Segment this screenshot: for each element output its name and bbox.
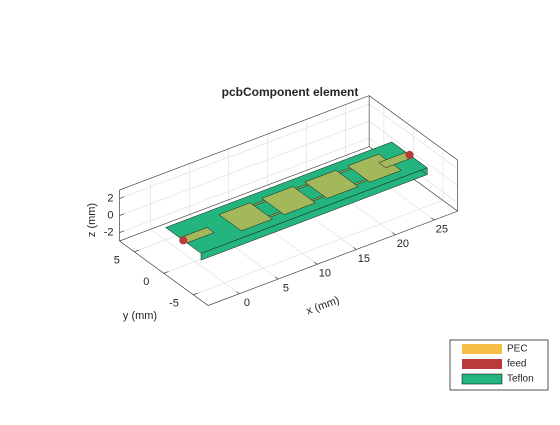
copper <box>295 183 310 190</box>
grid-line <box>119 103 370 199</box>
x-tick-label: 25 <box>436 223 448 235</box>
x-tick-label: 0 <box>244 297 250 309</box>
axis-edge <box>207 210 458 306</box>
axes-labels: 0 5 10 15 20 25 -5 0 5 -2 0 2 <box>104 192 448 309</box>
x-tick-label: 5 <box>283 282 289 294</box>
x-tick <box>431 217 435 221</box>
copper <box>378 152 414 169</box>
x-tick <box>353 247 357 250</box>
x-tick <box>314 261 318 265</box>
pcb-board <box>165 141 428 261</box>
x-tick <box>392 232 396 235</box>
legend-label: feed <box>507 359 526 370</box>
copper <box>267 211 283 218</box>
z-axis-label: z (mm) <box>86 203 98 237</box>
grid-line <box>193 200 444 296</box>
copper <box>353 178 368 185</box>
y-axis-label: y (mm) <box>123 310 157 322</box>
x-tick <box>275 276 279 280</box>
legend-label: PEC <box>507 344 528 355</box>
y-tick <box>193 292 199 296</box>
copper <box>338 167 353 174</box>
x-tick-label: 10 <box>319 268 331 280</box>
axis-edge <box>119 95 370 191</box>
grid-line <box>119 120 370 216</box>
axis-edge <box>119 146 370 242</box>
y-tick <box>134 249 140 253</box>
grid-line <box>119 137 370 233</box>
chart-title: pcbComponent element <box>222 85 359 99</box>
grid-line <box>368 103 458 169</box>
y-tick-label: 5 <box>114 254 120 266</box>
legend-swatch <box>462 359 502 369</box>
legend: PEC feed Teflon <box>461 344 534 385</box>
legend-swatch <box>462 344 502 354</box>
copper <box>252 199 267 207</box>
x-tick-label: 15 <box>358 253 370 265</box>
legend-swatch <box>461 373 503 385</box>
x-tick <box>236 291 240 294</box>
x-tick-label: 20 <box>397 238 409 250</box>
copper <box>218 202 274 232</box>
copper <box>261 186 316 215</box>
y-tick <box>163 271 169 274</box>
z-tick <box>119 196 125 199</box>
z-tick-label: -2 <box>104 226 114 238</box>
legend-label: Teflon <box>507 374 534 385</box>
copper <box>304 170 359 199</box>
copper <box>310 195 325 202</box>
feed-point <box>405 150 414 159</box>
grid-line <box>368 120 458 186</box>
axis-edge <box>368 95 458 161</box>
feed-point <box>179 236 188 245</box>
z-tick-label: 2 <box>107 192 113 204</box>
z-tick <box>119 230 125 233</box>
y-tick-label: 0 <box>143 276 149 288</box>
z-tick-label: 0 <box>107 209 113 221</box>
z-tick <box>119 213 125 216</box>
y-tick-label: -5 <box>169 297 179 309</box>
